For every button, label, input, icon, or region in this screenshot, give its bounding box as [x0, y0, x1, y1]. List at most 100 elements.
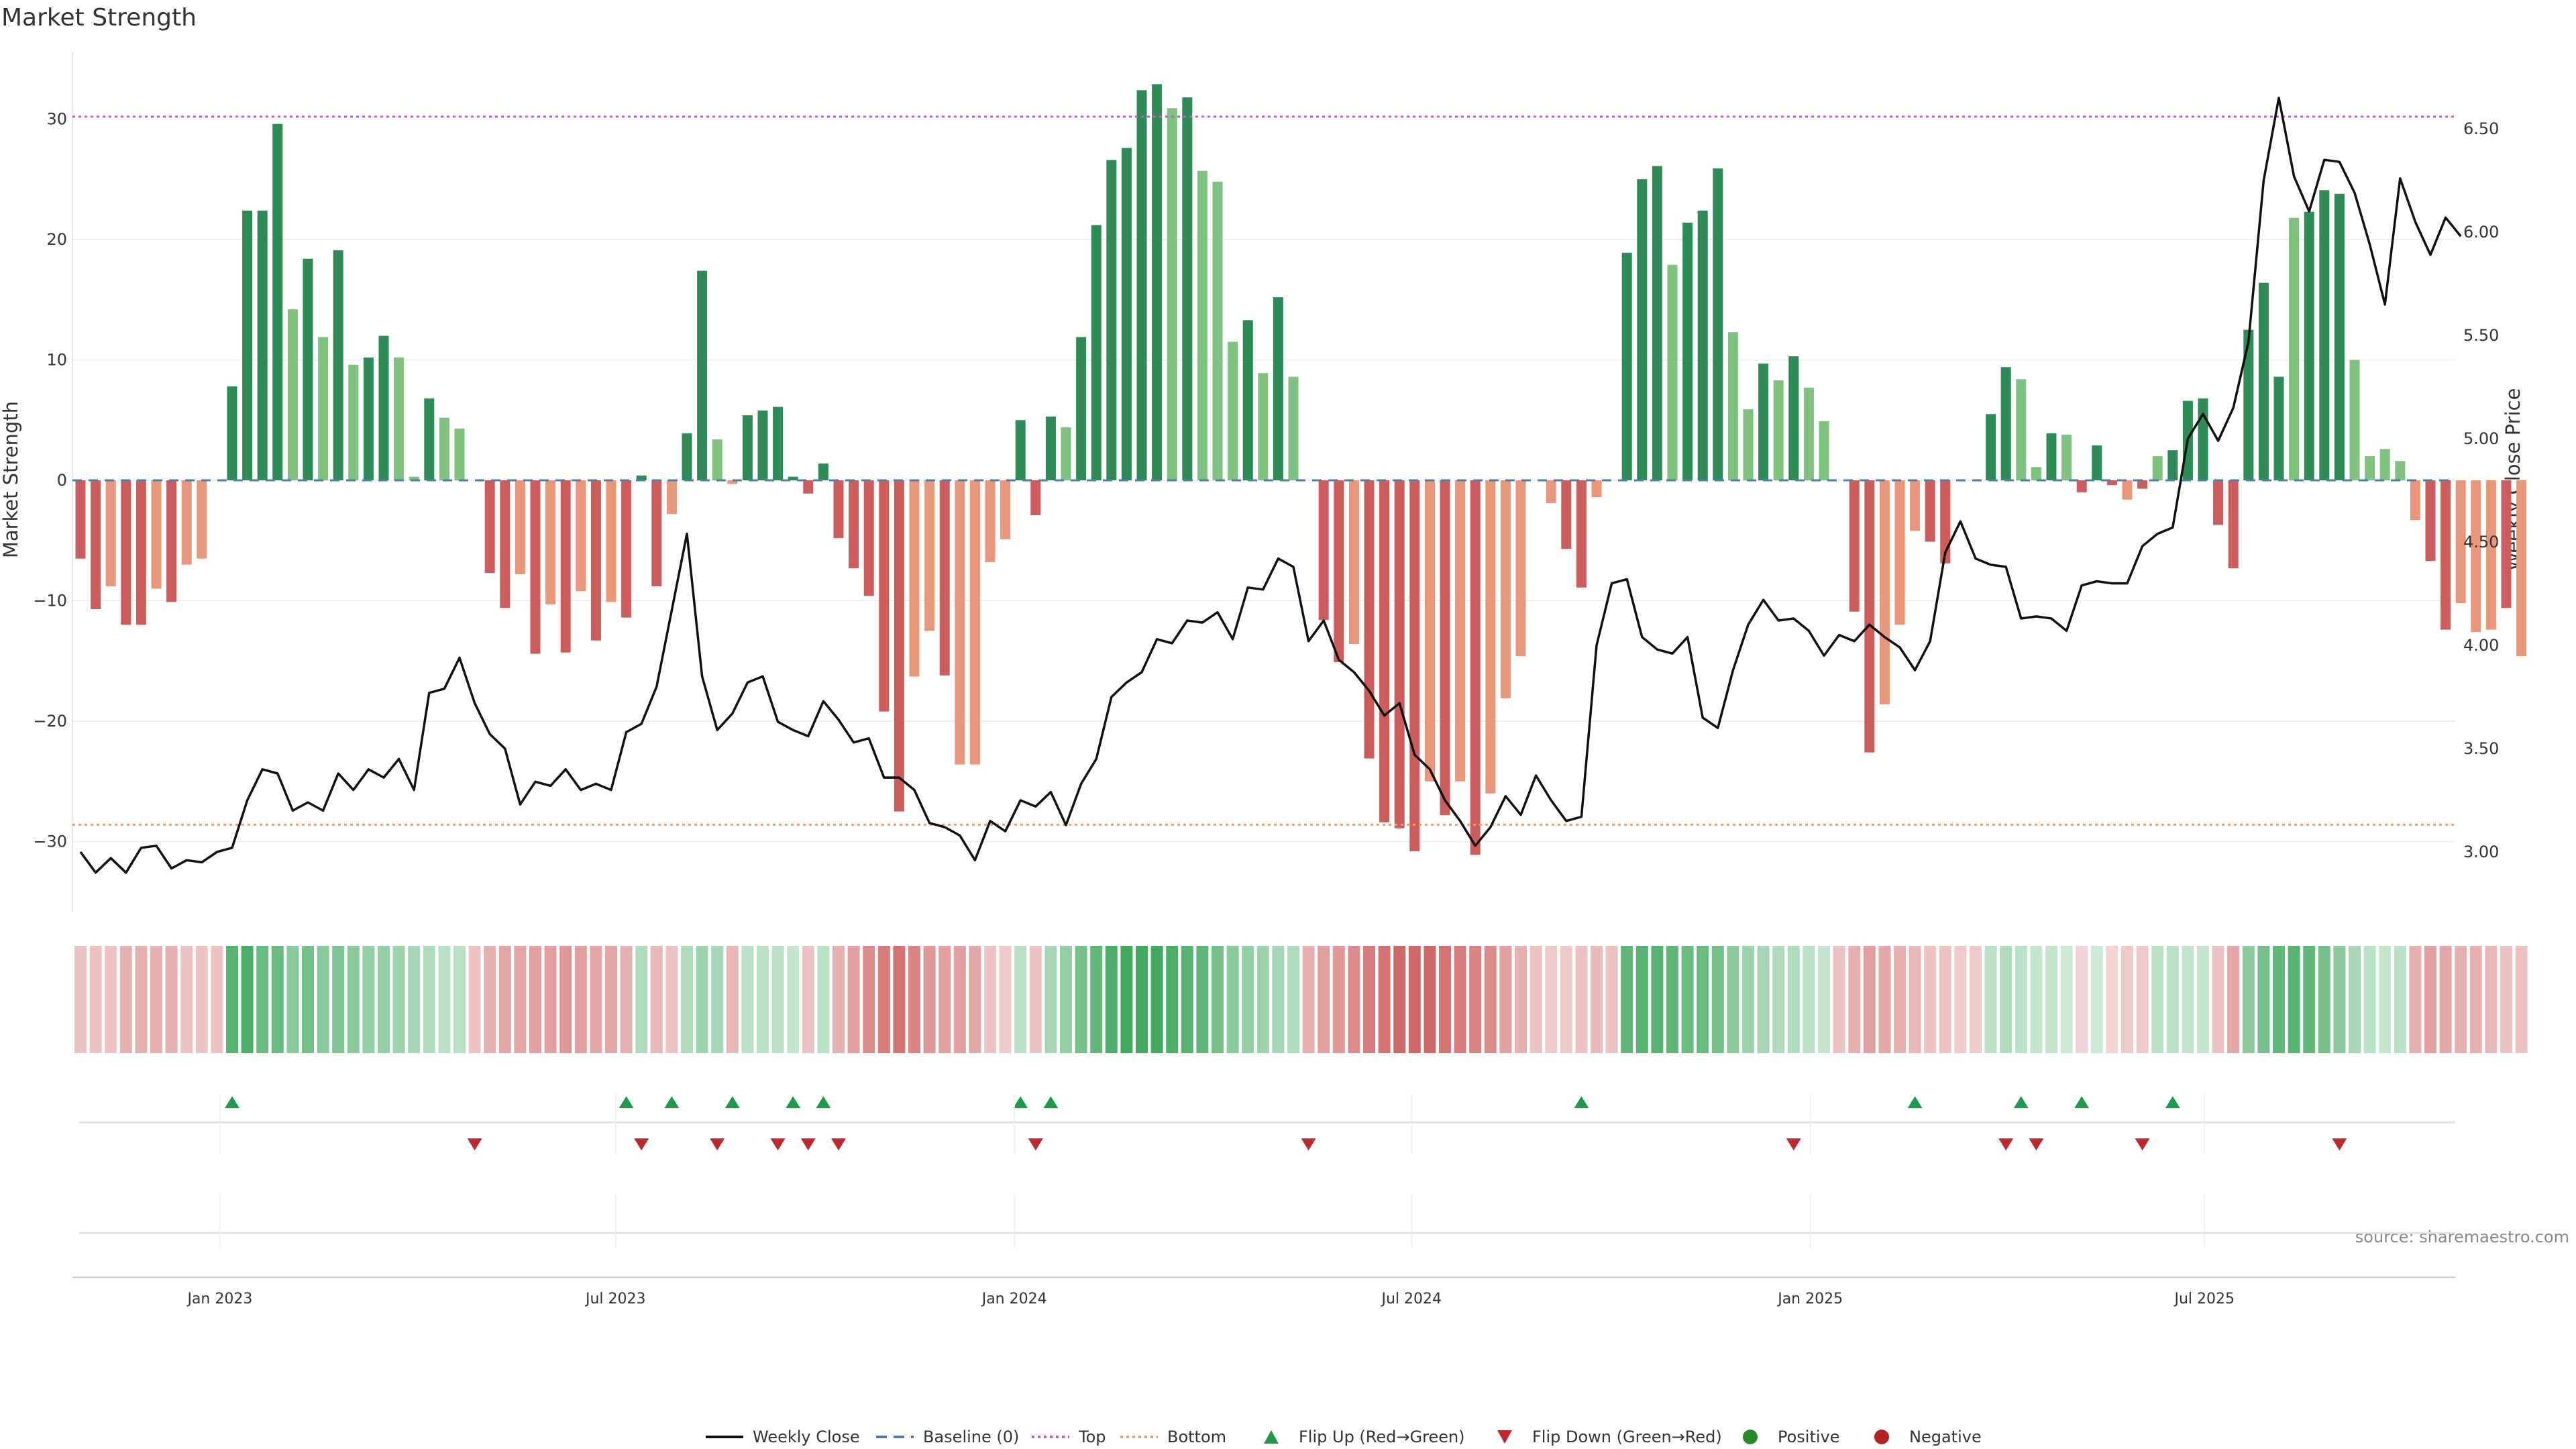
heat-cell	[2303, 946, 2316, 1053]
negative-bar	[1910, 480, 1921, 531]
strength-bars	[75, 84, 2527, 855]
negative-bar	[894, 480, 904, 812]
heat-cell	[1469, 946, 1482, 1053]
heat-cell	[2000, 946, 2012, 1053]
negative-bar	[863, 480, 874, 596]
heat-cell	[1894, 946, 1906, 1053]
heat-cell	[1666, 946, 1678, 1053]
heat-cell	[635, 946, 648, 1053]
positive-bar	[1121, 148, 1132, 480]
heat-cell	[1727, 946, 1739, 1053]
legend-label: Flip Up (Red→Green)	[1299, 1428, 1465, 1446]
positive-bar	[1788, 356, 1799, 480]
flip-up-marker	[2165, 1096, 2180, 1108]
heat-cell	[1166, 946, 1179, 1053]
positive-bar	[1652, 166, 1662, 480]
heat-cell	[2106, 946, 2118, 1053]
heat-cell	[741, 946, 754, 1053]
negative-bar	[1500, 480, 1511, 698]
heat-cell	[1212, 946, 1224, 1053]
heat-cell	[726, 946, 739, 1053]
left-tick-label: 10	[46, 351, 67, 370]
legend: Weekly Close Baseline (0) Top Bottom Flip Up…	[706, 1428, 1982, 1446]
heat-cell	[1272, 946, 1285, 1053]
right-tick-label: 3.50	[2463, 739, 2499, 758]
flip-markers	[79, 1096, 2455, 1234]
heat-cell	[893, 946, 906, 1053]
negative-bar	[590, 480, 601, 641]
negative-bar	[1364, 480, 1375, 759]
positive-bar	[1803, 387, 1814, 480]
positive-bar	[1242, 320, 1253, 480]
negative-bar	[606, 480, 616, 602]
heat-cell	[453, 946, 466, 1053]
heat-cell	[226, 946, 238, 1053]
positive-bar	[1743, 409, 1754, 480]
positive-bar	[2304, 211, 2314, 480]
heat-cell	[89, 946, 102, 1053]
positive-bar	[439, 417, 449, 480]
heat-cell	[438, 946, 451, 1053]
flip-up-marker	[225, 1096, 239, 1108]
heat-cell	[2136, 946, 2149, 1053]
negative-bar	[560, 480, 571, 653]
negative-bar	[1925, 480, 1935, 542]
left-axis-label: Market Strength	[0, 401, 22, 558]
heat-cell	[2257, 946, 2270, 1053]
right-tick-label: 4.50	[2463, 533, 2499, 551]
positive-bar	[2046, 433, 2057, 480]
negative-bar	[1424, 480, 1435, 782]
flip-down-marker	[1028, 1138, 1043, 1150]
positive-bar	[409, 476, 419, 480]
heat-cell	[1560, 946, 1572, 1053]
legend-label: Bottom	[1167, 1428, 1226, 1446]
heat-cell	[468, 946, 481, 1053]
positive-bar	[2365, 456, 2375, 480]
heat-cell	[559, 946, 572, 1053]
heat-cell	[1635, 946, 1648, 1053]
heat-cell	[1044, 946, 1057, 1053]
heat-cell	[953, 946, 966, 1053]
negative-bar	[1894, 480, 1905, 625]
heat-cell	[802, 946, 814, 1053]
heat-cell	[1378, 946, 1391, 1053]
heat-cell	[271, 946, 284, 1053]
heat-cell	[620, 946, 633, 1053]
heat-cell	[332, 946, 345, 1053]
positive-bar	[2379, 449, 2390, 480]
weekly-close-line	[79, 97, 2462, 874]
positive-bar	[2289, 217, 2300, 480]
positive-bar	[1091, 225, 1102, 480]
negative-bar	[1455, 480, 1466, 782]
positive-bar	[378, 335, 389, 480]
legend-circle-icon	[1874, 1430, 1889, 1444]
negative-bar	[879, 480, 890, 712]
grid-lines	[72, 52, 2455, 912]
heat-cell	[1105, 946, 1118, 1053]
heat-cell	[833, 946, 845, 1053]
negative-bar	[151, 480, 162, 589]
heat-cell	[1742, 946, 1754, 1053]
positive-bar	[818, 463, 828, 480]
positive-bar	[1621, 252, 1632, 480]
heat-cell	[1909, 946, 1921, 1053]
legend-label: Positive	[1778, 1428, 1840, 1446]
positive-bar	[1197, 170, 1208, 480]
legend-label: Negative	[1909, 1428, 1982, 1446]
positive-bar	[287, 309, 298, 480]
negative-bar	[1864, 480, 1875, 753]
heat-cell	[1833, 946, 1845, 1053]
negative-bar	[1394, 480, 1405, 828]
flip-up-marker	[1574, 1096, 1589, 1108]
right-tick-label: 3.00	[2463, 843, 2499, 861]
heat-cell	[211, 946, 223, 1053]
negative-bar	[849, 480, 859, 569]
heat-cell	[2409, 946, 2422, 1053]
heat-cell	[2485, 946, 2498, 1053]
heat-cell	[1014, 946, 1027, 1053]
heat-cell	[1757, 946, 1770, 1053]
heat-cell	[771, 946, 784, 1053]
heat-cell	[665, 946, 678, 1053]
positive-bar	[1667, 264, 1678, 480]
negative-bar	[1940, 480, 1951, 564]
